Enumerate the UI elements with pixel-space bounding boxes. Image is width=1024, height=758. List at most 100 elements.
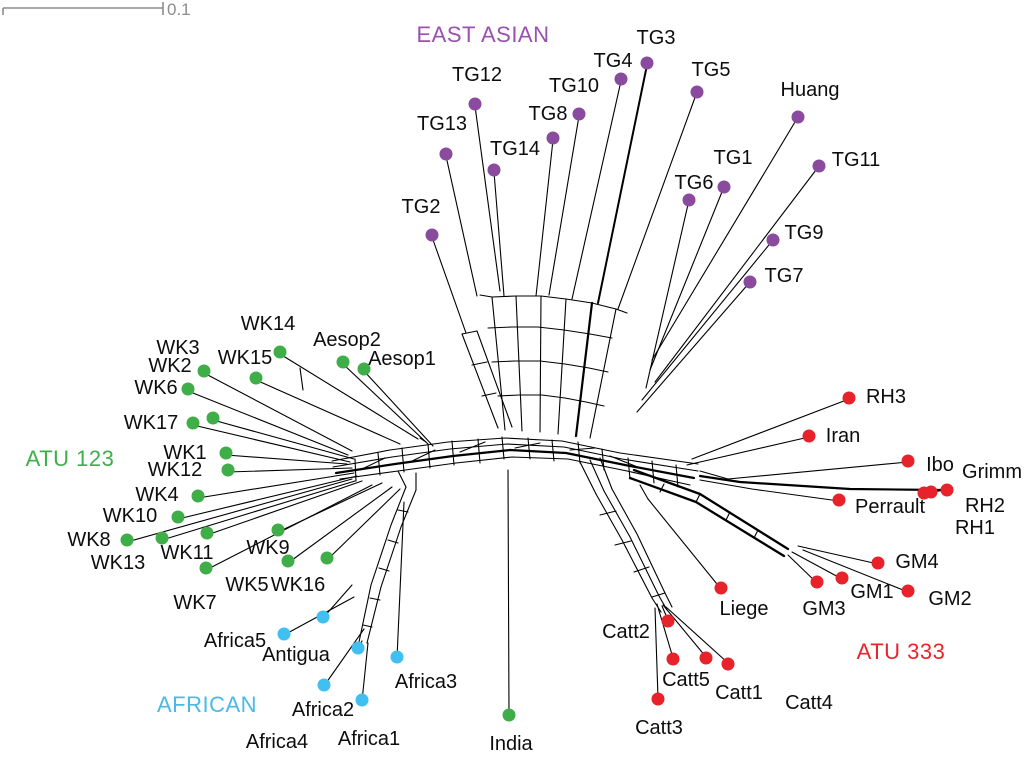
taxon-dot-tg8 xyxy=(546,131,560,145)
group-title-atu-123: ATU 123 xyxy=(25,446,115,471)
taxon-dot-tg2 xyxy=(425,228,439,242)
taxon-label-aesop1: Aesop1 xyxy=(368,348,436,370)
taxon-dot-gm4 xyxy=(871,556,885,570)
taxon-label-huang: Huang xyxy=(780,79,840,101)
taxon-dot-tg9 xyxy=(766,233,780,247)
taxon-label-liege: Liege xyxy=(719,598,769,620)
taxon-label-wk14: WK14 xyxy=(240,313,296,335)
taxon-dot-wk3 xyxy=(197,364,211,378)
taxon-label-ibo: Ibo xyxy=(926,454,954,476)
taxon-label-wk4: WK4 xyxy=(135,484,179,506)
taxon-dot-tg11 xyxy=(812,159,826,173)
taxon-label-africa3: Africa3 xyxy=(394,671,458,693)
taxon-label-india: India xyxy=(489,733,533,755)
taxon-dot-liege xyxy=(714,581,728,595)
taxon-dot-catt3 xyxy=(651,692,665,706)
taxon-dot-tg7 xyxy=(743,275,757,289)
taxon-dot-grimm xyxy=(940,483,954,497)
taxon-label-gm3: GM3 xyxy=(802,598,846,620)
taxon-dot-africa1 xyxy=(355,693,369,707)
taxon-dot-tg10 xyxy=(572,107,586,121)
taxon-label-tg1: TG1 xyxy=(713,147,753,169)
taxon-label-tg4: TG4 xyxy=(593,50,633,72)
taxon-dot-gm3 xyxy=(810,575,824,589)
taxon-dot-wk7 xyxy=(199,561,213,575)
taxon-dot-wk4 xyxy=(191,489,205,503)
taxon-dot-tg5 xyxy=(690,85,704,99)
taxon-dot-africa2 xyxy=(317,678,331,692)
taxon-dot-ibo xyxy=(901,454,915,468)
scale-bar xyxy=(2,2,164,15)
taxon-dot-tg1 xyxy=(717,180,731,194)
taxon-label-tg3: TG3 xyxy=(636,27,676,49)
taxon-dot-rh1 xyxy=(924,485,938,499)
taxon-dot-wk1 xyxy=(219,446,233,460)
taxon-dot-wk17 xyxy=(186,416,200,430)
taxon-label-wk11: WK11 xyxy=(160,542,214,564)
taxon-dot-aesop2 xyxy=(336,355,350,369)
taxon-dot-wk11 xyxy=(200,526,214,540)
taxon-label-wk10: WK10 xyxy=(102,505,158,527)
taxon-dot-wk12 xyxy=(221,463,235,477)
taxon-label-tg13: TG13 xyxy=(416,113,468,135)
taxon-label-africa4: Africa4 xyxy=(245,731,309,753)
taxon-dot-perrault xyxy=(832,493,846,507)
taxon-label-wk3: WK3 xyxy=(156,337,200,359)
taxon-label-iran: Iran xyxy=(825,425,861,447)
taxon-label-wk8: WK8 xyxy=(67,529,111,551)
taxon-label-tg12: TG12 xyxy=(451,64,503,86)
group-title-east-asian: EAST ASIAN xyxy=(416,22,550,47)
taxon-label-tg9: TG9 xyxy=(784,222,824,244)
taxon-label-gm1: GM1 xyxy=(850,581,894,603)
taxon-dot-catt1 xyxy=(721,657,735,671)
taxon-dot-antigua xyxy=(351,641,365,655)
taxon-dot-aesop1 xyxy=(357,362,371,376)
taxon-label-gm2: GM2 xyxy=(928,588,972,610)
taxon-label-perrault: Perrault xyxy=(854,496,926,518)
taxon-dot-gm2 xyxy=(901,584,915,598)
taxon-dot-catt4 xyxy=(699,651,713,665)
taxon-label-tg6: TG6 xyxy=(674,172,714,194)
taxon-label-gm4: GM4 xyxy=(895,551,939,573)
taxon-dot-catt5 xyxy=(666,652,680,666)
taxon-label-wk2: WK2 xyxy=(148,355,192,377)
taxon-label-tg5: TG5 xyxy=(691,59,731,81)
taxon-label-catt2: Catt2 xyxy=(602,621,650,643)
taxon-dot-africa5 xyxy=(277,627,291,641)
taxon-dot-tg6 xyxy=(682,193,696,207)
taxon-label-rh3: RH3 xyxy=(865,386,907,408)
taxon-dot-wk16 xyxy=(320,551,334,565)
taxon-dot-gm1 xyxy=(835,571,849,585)
taxon-label-tg8: TG8 xyxy=(528,103,568,125)
taxon-dot-catt2 xyxy=(661,614,675,628)
taxon-label-wk1: WK1 xyxy=(163,442,207,464)
taxon-label-tg10: TG10 xyxy=(548,75,600,97)
taxon-dot-africa4 xyxy=(316,610,330,624)
taxon-label-antigua: Antigua xyxy=(262,644,330,666)
taxon-label-catt1: Catt1 xyxy=(715,682,763,704)
group-title-african: AFRICAN xyxy=(156,692,258,717)
taxon-label-africa2: Africa2 xyxy=(291,699,355,721)
scale-bar-label: 0.1 xyxy=(167,0,191,19)
taxon-dot-huang xyxy=(791,110,805,124)
taxon-dot-rh3 xyxy=(842,391,856,405)
taxon-dot-iran xyxy=(802,429,816,443)
taxon-label-rh2: RH2 xyxy=(964,495,1006,517)
taxon-label-grimm: Grimm xyxy=(962,461,1022,483)
taxon-label-wk16: WK16 xyxy=(270,574,326,596)
taxon-dot-tg12 xyxy=(468,97,482,111)
taxon-dot-wk13 xyxy=(155,531,169,545)
taxon-label-wk6: WK6 xyxy=(134,377,178,399)
taxon-label-rh1: RH1 xyxy=(954,517,996,539)
taxon-label-wk7: WK7 xyxy=(173,592,217,614)
taxon-label-wk12: WK12 xyxy=(147,459,203,481)
taxon-label-catt5: Catt5 xyxy=(662,669,710,691)
taxon-dot-wk8 xyxy=(120,533,134,547)
group-title-atu-333: ATU 333 xyxy=(856,639,946,664)
taxon-label-wk15: WK15 xyxy=(217,347,273,369)
taxon-label-africa5: Africa5 xyxy=(203,630,267,652)
taxon-label-catt3: Catt3 xyxy=(635,717,683,739)
taxon-label-wk13: WK13 xyxy=(90,552,146,574)
taxon-label-tg11: TG11 xyxy=(831,149,881,171)
